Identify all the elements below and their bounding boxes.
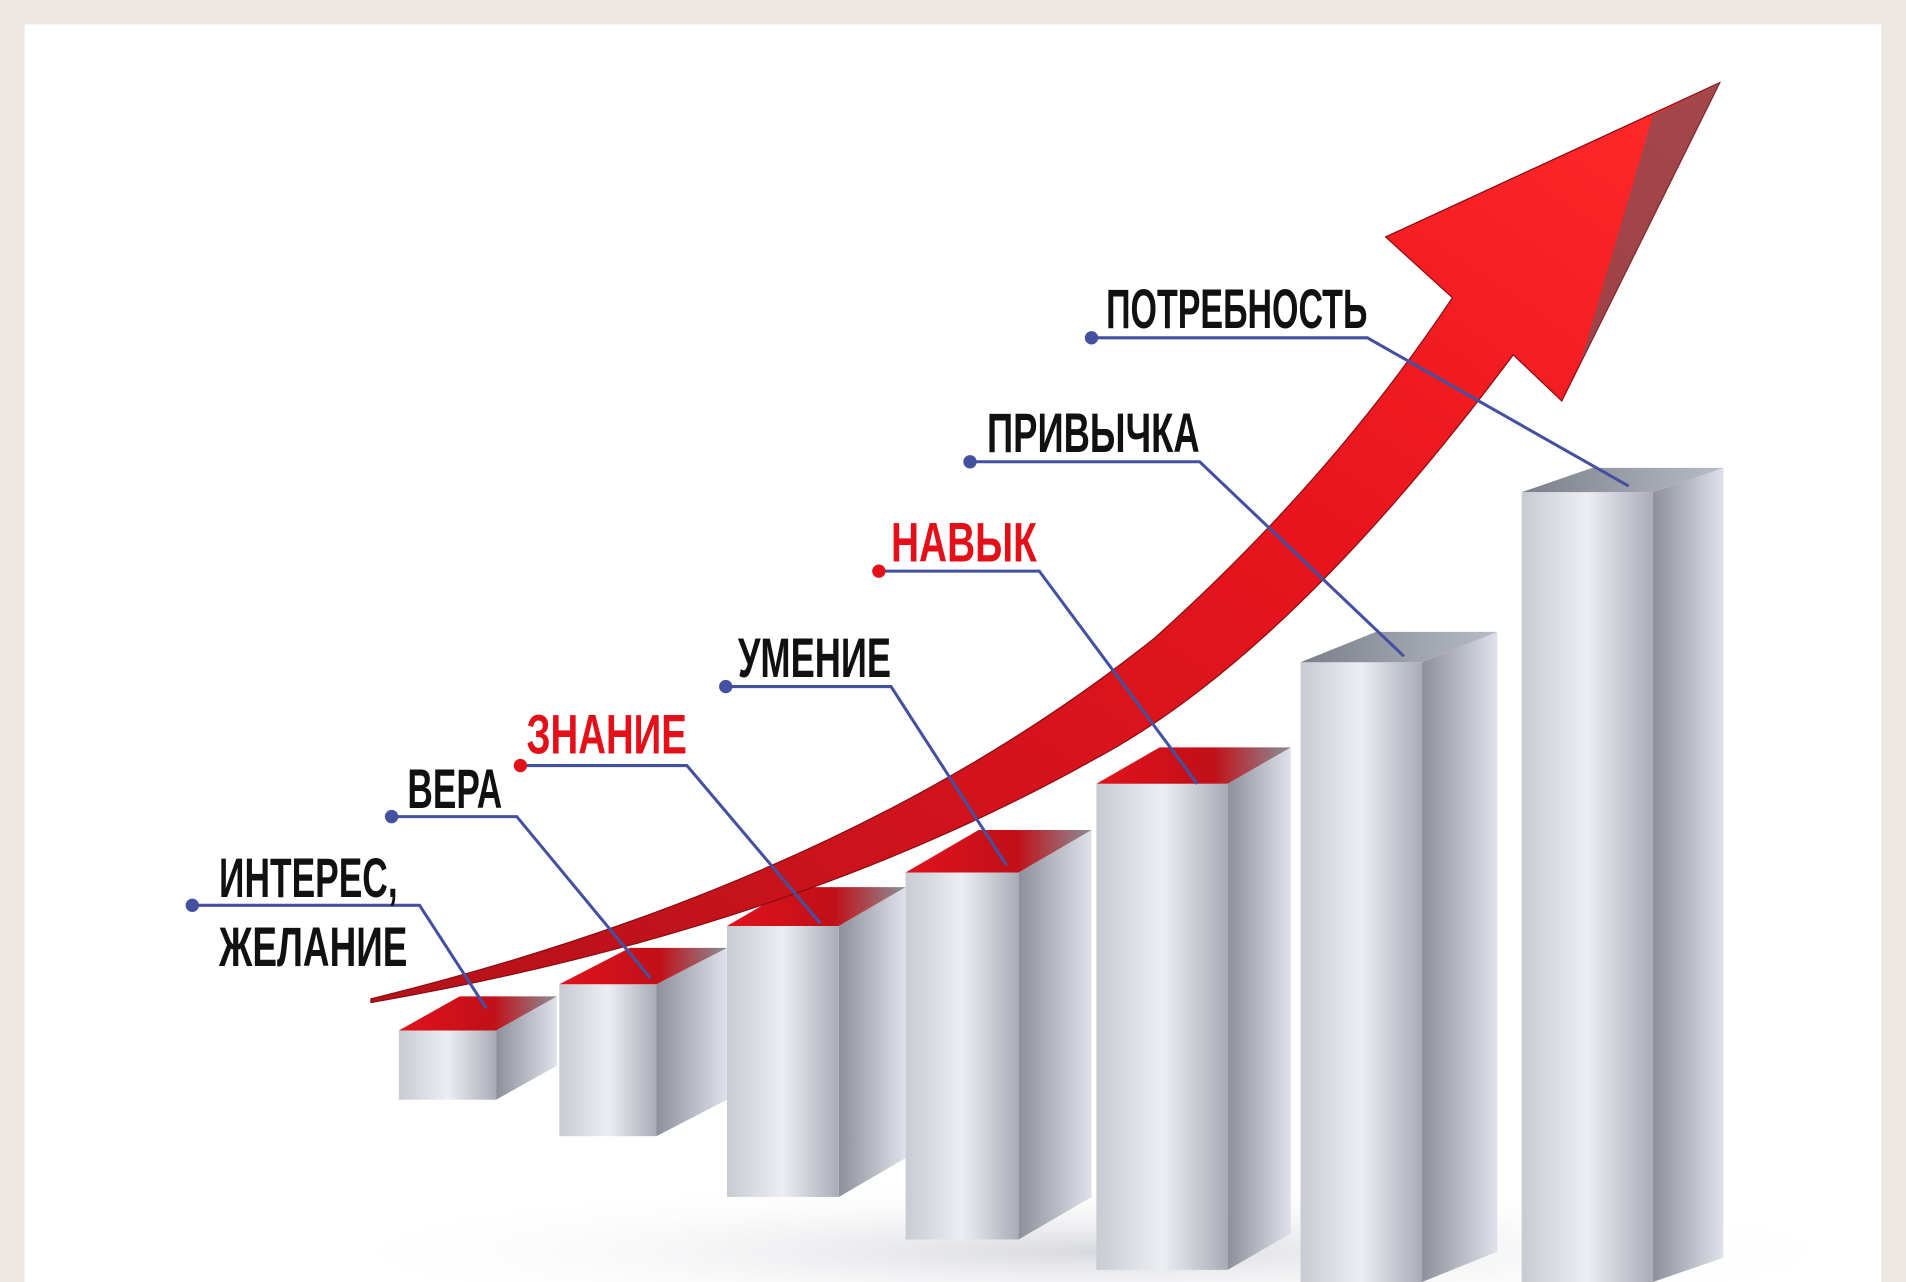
leader-dot: [186, 899, 199, 912]
bar-side: [839, 887, 906, 1197]
step-text: ЖЕЛАНИЕ: [218, 915, 407, 978]
step-text: ПОТРЕБНОСТЬ: [1106, 277, 1367, 340]
bar-side: [1019, 830, 1092, 1240]
bar-side: [1228, 747, 1291, 1270]
step-text: ВЕРА: [407, 757, 502, 820]
leader-dot: [719, 680, 732, 693]
step-text: ИНТЕРЕС,: [219, 846, 398, 909]
step-text: ЗНАНИЕ: [526, 702, 686, 765]
bar: [906, 830, 1092, 1240]
bar-front: [906, 872, 1019, 1239]
bar-side: [1653, 468, 1723, 1282]
bar: [1096, 747, 1290, 1270]
bar-front: [1301, 662, 1423, 1282]
illustration: ИНТЕРЕС,ЖЕЛАНИЕ ВЕРА ЗНАНИЕ УМЕНИЕНАВЫК ПРИВ…: [0, 0, 1906, 1282]
bar: [727, 887, 906, 1197]
bar: [559, 948, 727, 1136]
bar-front: [727, 926, 839, 1197]
bar-front: [1522, 492, 1653, 1282]
step-text: УМЕНИЕ: [738, 626, 891, 689]
leader-dot: [1085, 331, 1098, 344]
step-text: НАВЫК: [891, 510, 1037, 573]
bar-front: [559, 984, 656, 1136]
bar-side: [1422, 632, 1497, 1282]
step-text: ПРИВЫЧКА: [987, 401, 1200, 464]
bar-front: [1096, 784, 1227, 1270]
bar: [1301, 632, 1498, 1282]
leader-dot: [963, 455, 976, 468]
leader-dot: [514, 759, 527, 772]
bar: [1522, 468, 1724, 1282]
leader-dot: [872, 564, 885, 577]
bar-front: [399, 1030, 496, 1099]
page: ИНТЕРЕС,ЖЕЛАНИЕ ВЕРА ЗНАНИЕ УМЕНИЕНАВЫК ПРИВ…: [0, 0, 1906, 1282]
leader-dot: [385, 810, 398, 823]
